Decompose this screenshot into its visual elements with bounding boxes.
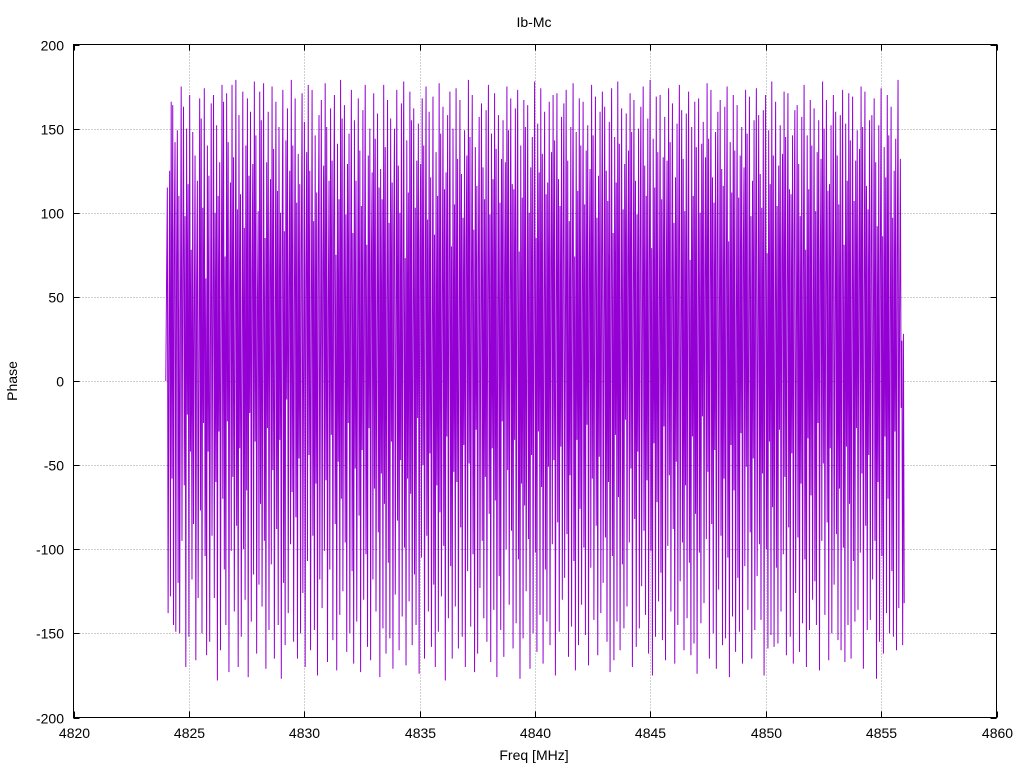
x-tick-label: 4825 bbox=[174, 725, 205, 741]
x-tick-label: 4830 bbox=[289, 725, 320, 741]
x-axis-label: Freq [MHz] bbox=[499, 747, 568, 763]
x-tick-label: 4835 bbox=[405, 725, 436, 741]
y-tick-label: 200 bbox=[41, 38, 65, 54]
series-layer bbox=[165, 79, 905, 681]
chart-title: Ib-Mc bbox=[517, 14, 552, 30]
y-tick-label: -150 bbox=[36, 626, 64, 642]
y-tick-label: 50 bbox=[48, 290, 64, 306]
x-tick-label: 4850 bbox=[751, 725, 782, 741]
y-axis-label: Phase bbox=[4, 361, 20, 401]
x-tick-label: 4860 bbox=[982, 725, 1013, 741]
y-tick-label: -200 bbox=[36, 711, 64, 727]
y-tick-label: -50 bbox=[44, 458, 64, 474]
x-tick-label: 4820 bbox=[59, 725, 90, 741]
x-tick-label: 4855 bbox=[866, 725, 897, 741]
y-tick-label: 100 bbox=[41, 206, 65, 222]
x-tick-label: 4840 bbox=[520, 725, 551, 741]
x-tick-labels: 4820 4825 4830 4835 4840 4845 4850 4855 4860 bbox=[59, 725, 1013, 741]
y-tick-label: -100 bbox=[36, 542, 64, 558]
y-tick-label: 0 bbox=[56, 374, 64, 390]
y-tick-label: 150 bbox=[41, 122, 65, 138]
tick-marks bbox=[73, 44, 998, 719]
phase-series-line bbox=[165, 79, 905, 681]
x-tick-label: 4845 bbox=[635, 725, 666, 741]
y-tick-labels: -200 -150 -100 -50 0 50 100 150 200 bbox=[36, 38, 64, 727]
